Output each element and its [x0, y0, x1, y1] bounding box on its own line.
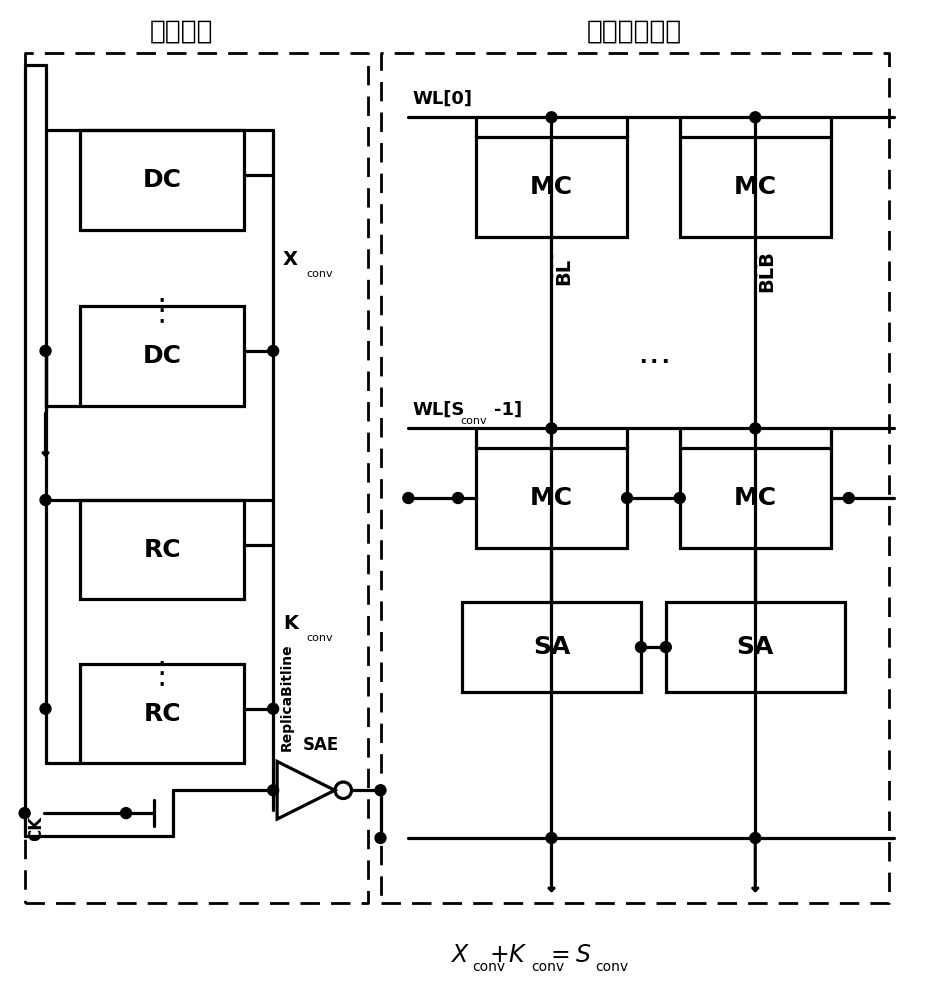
Circle shape: [843, 493, 855, 503]
Circle shape: [621, 493, 633, 503]
Circle shape: [40, 703, 51, 714]
Circle shape: [40, 345, 51, 356]
Text: ⋮: ⋮: [537, 252, 565, 280]
Text: 时序复制: 时序复制: [150, 19, 214, 45]
Text: ⋮: ⋮: [146, 297, 177, 326]
Text: X: X: [283, 250, 299, 269]
Text: BLB: BLB: [758, 250, 776, 292]
Text: RC: RC: [144, 538, 181, 562]
Circle shape: [546, 112, 557, 123]
Bar: [680, 137, 830, 237]
Circle shape: [40, 495, 51, 505]
Text: conv: conv: [306, 269, 332, 279]
Text: conv: conv: [532, 960, 564, 974]
Bar: [80, 130, 244, 230]
Text: conv: conv: [306, 633, 332, 643]
Text: SA: SA: [736, 635, 774, 659]
Text: MC: MC: [733, 486, 777, 510]
Circle shape: [375, 785, 386, 796]
Bar: [666, 602, 844, 692]
Text: -1]: -1]: [494, 400, 522, 418]
Text: $+K$: $+K$: [489, 943, 528, 967]
Text: DC: DC: [143, 168, 182, 192]
Bar: [80, 306, 244, 406]
Text: conv: conv: [460, 416, 487, 426]
Circle shape: [268, 703, 279, 714]
Text: ⋮: ⋮: [146, 659, 177, 688]
Bar: [476, 448, 627, 548]
Text: K: K: [283, 614, 299, 633]
Text: ReplicaBitline: ReplicaBitline: [280, 644, 294, 751]
Text: SA: SA: [533, 635, 570, 659]
Bar: [462, 602, 641, 692]
Circle shape: [635, 642, 647, 653]
Circle shape: [268, 785, 279, 796]
Circle shape: [750, 423, 760, 434]
Circle shape: [675, 493, 685, 503]
Circle shape: [375, 833, 386, 843]
Text: CK: CK: [28, 815, 46, 841]
Text: WL[0]: WL[0]: [412, 89, 472, 107]
Text: MC: MC: [530, 486, 573, 510]
Text: conv: conv: [472, 960, 505, 974]
Bar: [476, 137, 627, 237]
Circle shape: [120, 808, 132, 819]
Circle shape: [750, 833, 760, 843]
Circle shape: [453, 493, 464, 503]
Circle shape: [268, 345, 279, 356]
Text: SAE: SAE: [302, 736, 339, 754]
Text: ···: ···: [636, 346, 671, 380]
Circle shape: [20, 808, 30, 819]
Circle shape: [546, 423, 557, 434]
Text: BL: BL: [554, 258, 573, 285]
Text: DC: DC: [143, 344, 182, 368]
Circle shape: [403, 493, 414, 503]
Text: conv: conv: [595, 960, 628, 974]
Text: $=S$: $=S$: [546, 943, 592, 967]
Text: 存储单元阵列: 存储单元阵列: [586, 19, 682, 45]
Circle shape: [661, 642, 671, 653]
Text: WL[S: WL[S: [412, 400, 465, 418]
Text: MC: MC: [530, 175, 573, 199]
Bar: [80, 664, 244, 763]
Circle shape: [750, 112, 760, 123]
Text: MC: MC: [733, 175, 777, 199]
Text: $X$: $X$: [451, 943, 470, 967]
Circle shape: [546, 833, 557, 843]
Text: ⋮: ⋮: [742, 252, 769, 280]
Bar: [680, 448, 830, 548]
Text: RC: RC: [144, 702, 181, 726]
Bar: [80, 500, 244, 599]
